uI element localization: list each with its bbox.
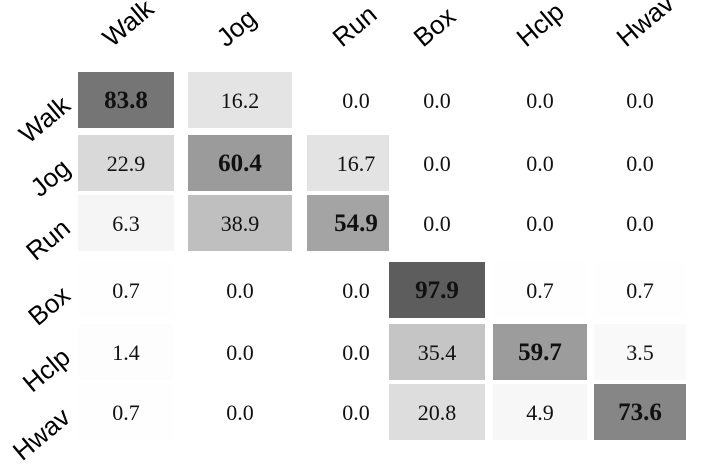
column-label-walk: Walk: [97, 0, 161, 53]
cell-value-jog-box: 0.0: [423, 151, 451, 176]
cell-value-hclp-jog: 0.0: [226, 340, 254, 365]
heatmap-cell-hclp-hclp: [493, 324, 587, 380]
cell-value-box-hclp: 0.7: [526, 278, 554, 303]
cell-value-hclp-run: 0.0: [342, 340, 370, 365]
heatmap-cell-box-hclp: [493, 262, 587, 318]
heatmap-cell-hclp-box: [389, 324, 485, 380]
cell-value-walk-run: 0.0: [342, 88, 370, 113]
row-label-box: Box: [22, 280, 76, 332]
cell-value-run-box: 0.0: [423, 211, 451, 236]
row-label-jog: Jog: [24, 153, 75, 203]
cell-value-box-jog: 0.0: [226, 278, 254, 303]
heatmap-cell-run-box: [389, 195, 485, 251]
heatmap-cell-hclp-hwav: [594, 324, 686, 380]
heatmap-cell-jog-hwav: [594, 135, 686, 191]
heatmap-cell-jog-walk: [78, 135, 174, 191]
heatmap-cell-run-walk: [78, 195, 174, 251]
column-label-jog: Jog: [211, 3, 262, 53]
cell-value-box-walk: 0.7: [112, 278, 140, 303]
cell-value-hclp-walk: 1.4: [112, 340, 140, 365]
cell-value-walk-hwav: 0.0: [626, 88, 654, 113]
cell-value-jog-walk: 22.9: [107, 151, 146, 176]
heatmap-cell-walk-jog: [188, 72, 292, 128]
heatmap-cell-box-hwav: [594, 262, 686, 318]
column-label-box: Box: [408, 1, 462, 53]
heatmap-cell-hwav-box: [389, 384, 485, 440]
heatmap-cell-jog-box: [389, 135, 485, 191]
cell-value-hwav-hwav: 73.6: [618, 399, 662, 426]
cell-value-box-hwav: 0.7: [626, 278, 654, 303]
row-label-run: Run: [20, 213, 76, 267]
cell-value-hclp-hwav: 3.5: [626, 340, 654, 365]
matrix-values: 83.8 16.2 0.0 0.0 0.0 0.0 22.9 60.4 16.7 0.0 0.0 0.…: [104, 87, 662, 426]
cell-value-box-box: 97.9: [415, 277, 459, 304]
heatmap-cell-hwav-run: [307, 384, 405, 440]
heatmap-cell-hwav-hwav: [594, 384, 686, 440]
cell-value-walk-box: 0.0: [423, 88, 451, 113]
heatmap-cell-walk-hclp: [493, 72, 587, 128]
heatmap-cell-box-box: [389, 262, 485, 318]
heatmap-cell-hwav-jog: [188, 384, 292, 440]
cell-value-jog-jog: 60.4: [218, 150, 262, 177]
cell-value-run-hclp: 0.0: [526, 211, 554, 236]
cell-value-jog-hwav: 0.0: [626, 151, 654, 176]
cell-value-hwav-walk: 0.7: [112, 400, 140, 425]
column-label-hclp: Hclp: [511, 0, 570, 53]
row-label-hclp: Hclp: [17, 342, 76, 398]
heatmap-cell-box-jog: [188, 262, 292, 318]
heatmap-cell-jog-jog: [188, 135, 292, 191]
cell-value-walk-hclp: 0.0: [526, 88, 554, 113]
matrix-cells: [78, 72, 686, 440]
heatmap-cell-box-run: [307, 262, 405, 318]
column-labels: Walk Jog Run Box Hclp Hwav: [97, 0, 680, 53]
heatmap-cell-run-hwav: [594, 195, 686, 251]
heatmap-cell-run-hclp: [493, 195, 587, 251]
heatmap-cell-hwav-walk: [78, 384, 174, 440]
cell-value-run-jog: 38.9: [221, 211, 260, 236]
heatmap-cell-jog-hclp: [493, 135, 587, 191]
cell-value-run-run: 54.9: [334, 210, 378, 237]
heatmap-cell-hclp-jog: [188, 324, 292, 380]
cell-value-hwav-run: 0.0: [342, 400, 370, 425]
heatmap-cell-box-walk: [78, 262, 174, 318]
cell-value-hwav-box: 20.8: [418, 400, 457, 425]
row-label-walk: Walk: [13, 89, 77, 149]
heatmap-cell-run-jog: [188, 195, 292, 251]
column-label-hwav: Hwav: [611, 0, 680, 53]
row-label-hwav: Hwav: [7, 402, 76, 465]
cell-value-walk-walk: 83.8: [104, 87, 148, 114]
heatmap-cell-walk-hwav: [594, 72, 686, 128]
heatmap-cell-jog-run: [307, 135, 405, 191]
heatmap-cell-run-run: [307, 195, 405, 251]
cell-value-hclp-hclp: 59.7: [518, 339, 562, 366]
cell-value-hwav-jog: 0.0: [226, 400, 254, 425]
cell-value-box-run: 0.0: [342, 278, 370, 303]
heatmap-cell-walk-walk: [78, 72, 174, 128]
cell-value-run-walk: 6.3: [112, 211, 140, 236]
cell-value-walk-jog: 16.2: [221, 88, 260, 113]
cell-value-run-hwav: 0.0: [626, 211, 654, 236]
heatmap-cell-walk-box: [389, 72, 485, 128]
heatmap-cell-hclp-run: [307, 324, 405, 380]
cell-value-hclp-box: 35.4: [418, 340, 457, 365]
heatmap-cell-walk-run: [307, 72, 405, 128]
cell-value-hwav-hclp: 4.9: [526, 400, 554, 425]
column-label-run: Run: [327, 0, 383, 53]
heatmap-cell-hwav-hclp: [493, 384, 587, 440]
heatmap-cell-hclp-walk: [78, 324, 174, 380]
cell-value-jog-run: 16.7: [337, 151, 376, 176]
cell-value-jog-hclp: 0.0: [526, 151, 554, 176]
